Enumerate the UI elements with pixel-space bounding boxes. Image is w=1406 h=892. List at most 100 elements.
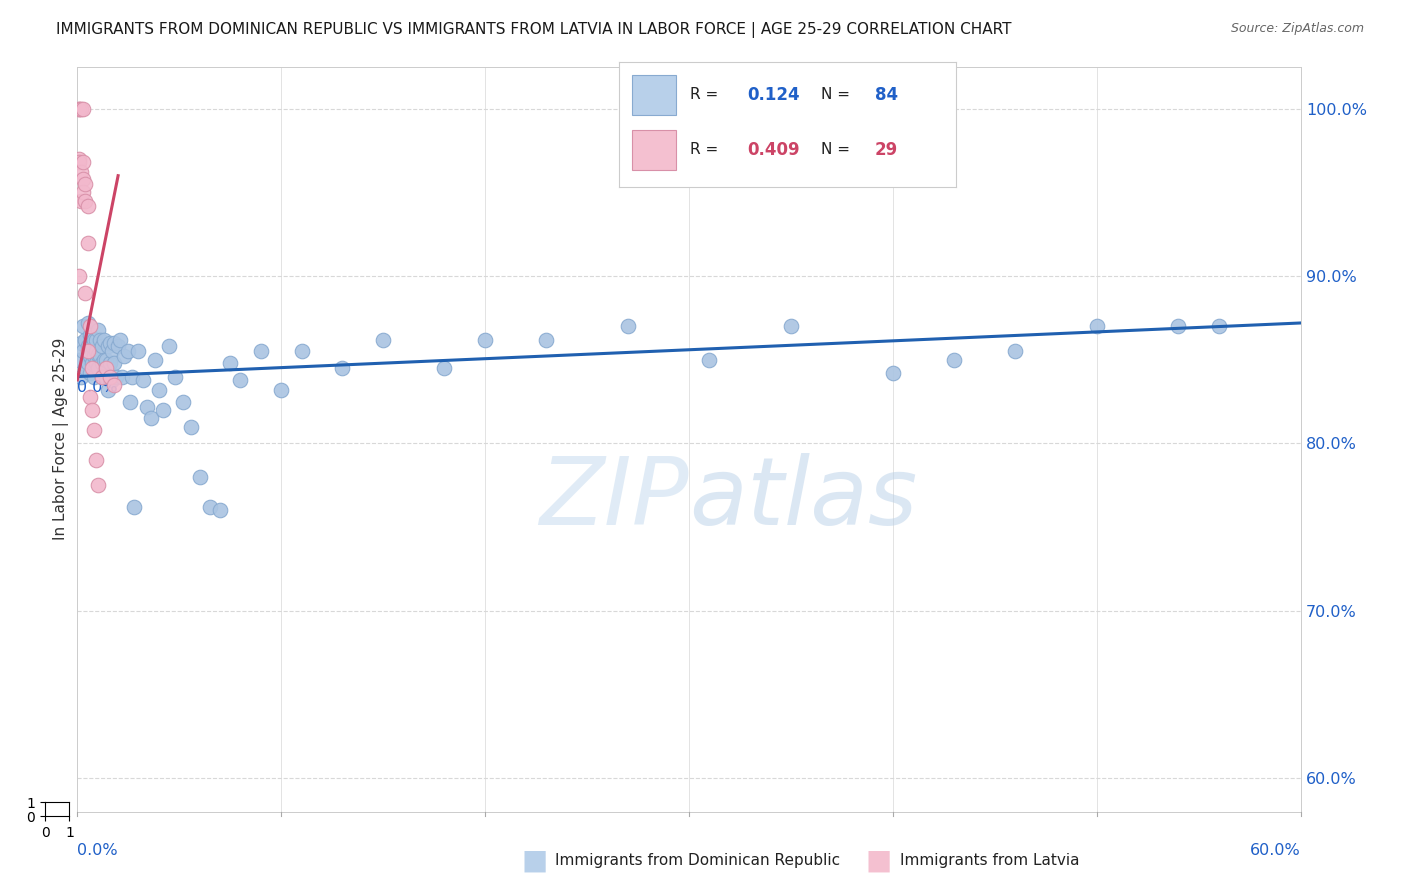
Point	[90, 339, 112, 353]
Point	[111, 369, 134, 384]
Point	[1085, 319, 1108, 334]
Point	[105, 369, 128, 384]
Point	[97, 339, 120, 353]
Point	[93, 352, 115, 367]
Point	[70, 336, 93, 351]
Point	[70, 165, 93, 179]
Text: 0.0%: 0.0%	[77, 843, 118, 858]
Point	[103, 356, 125, 370]
Text: N =: N =	[821, 87, 851, 103]
Point	[72, 172, 94, 186]
Point	[75, 361, 97, 376]
Point	[250, 344, 273, 359]
Point	[152, 403, 174, 417]
Point	[87, 348, 110, 362]
Point	[76, 235, 98, 250]
Point	[67, 155, 90, 169]
Point	[93, 333, 115, 347]
Point	[87, 323, 110, 337]
Y-axis label: In Labor Force | Age 25-29: In Labor Force | Age 25-29	[53, 338, 69, 541]
Text: Source: ZipAtlas.com: Source: ZipAtlas.com	[1230, 22, 1364, 36]
Text: ZIP: ZIP	[540, 453, 689, 544]
Point	[75, 194, 97, 208]
Point	[94, 361, 117, 376]
Point	[180, 419, 202, 434]
Point	[83, 423, 105, 437]
Point	[83, 333, 105, 347]
Text: R =: R =	[689, 143, 717, 157]
Point	[90, 356, 112, 370]
Point	[84, 453, 107, 467]
Point	[67, 152, 90, 166]
Point	[198, 500, 221, 514]
Point	[89, 333, 111, 347]
Point	[80, 356, 103, 370]
Point	[76, 199, 98, 213]
Point	[83, 369, 105, 384]
Point	[188, 470, 211, 484]
Point	[67, 102, 90, 116]
Point	[79, 319, 101, 334]
Point	[229, 373, 252, 387]
Text: atlas: atlas	[689, 453, 917, 544]
Text: Immigrants from Latvia: Immigrants from Latvia	[900, 854, 1080, 868]
Point	[617, 319, 640, 334]
Point	[67, 269, 90, 284]
Point	[87, 478, 110, 492]
Point	[94, 352, 117, 367]
Point	[80, 361, 103, 376]
Point	[76, 339, 98, 353]
Text: ■: ■	[866, 847, 891, 875]
Point	[536, 333, 558, 347]
Point	[79, 350, 101, 364]
FancyBboxPatch shape	[633, 130, 676, 169]
Text: Immigrants from Dominican Republic: Immigrants from Dominican Republic	[555, 854, 841, 868]
Point	[98, 336, 121, 351]
Point	[72, 319, 94, 334]
Point	[172, 394, 194, 409]
Point	[90, 369, 112, 384]
Point	[1167, 319, 1189, 334]
Text: ■: ■	[522, 847, 547, 875]
Point	[103, 378, 125, 392]
Text: IMMIGRANTS FROM DOMINICAN REPUBLIC VS IMMIGRANTS FROM LATVIA IN LABOR FORCE | AG: IMMIGRANTS FROM DOMINICAN REPUBLIC VS IM…	[56, 22, 1012, 38]
Point	[80, 339, 103, 353]
Point	[120, 394, 142, 409]
Point	[80, 403, 103, 417]
Point	[70, 369, 93, 384]
Point	[75, 333, 97, 347]
Text: 0.124: 0.124	[747, 86, 800, 103]
Point	[1004, 344, 1026, 359]
Text: 0.409: 0.409	[747, 141, 800, 159]
Point	[101, 344, 124, 359]
Point	[107, 339, 129, 353]
Point	[76, 316, 98, 330]
Text: 29: 29	[875, 141, 898, 159]
Point	[103, 336, 125, 351]
Point	[780, 319, 803, 334]
Point	[79, 366, 101, 380]
Point	[108, 333, 131, 347]
Point	[943, 352, 966, 367]
Point	[67, 102, 90, 116]
Point	[131, 373, 153, 387]
Point	[70, 102, 93, 116]
Point	[157, 339, 180, 353]
Point	[143, 352, 166, 367]
Point	[270, 383, 292, 397]
Point	[371, 333, 394, 347]
Point	[139, 411, 162, 425]
Point	[124, 500, 146, 514]
Point	[699, 352, 721, 367]
Point	[291, 344, 314, 359]
Point	[165, 369, 187, 384]
Text: N =: N =	[821, 143, 851, 157]
Point	[98, 369, 121, 384]
Point	[70, 194, 93, 208]
FancyBboxPatch shape	[633, 75, 676, 115]
Text: 60.0%: 60.0%	[1250, 843, 1301, 858]
Point	[209, 503, 232, 517]
Point	[79, 390, 101, 404]
Text: 84: 84	[875, 86, 898, 103]
Point	[101, 373, 124, 387]
